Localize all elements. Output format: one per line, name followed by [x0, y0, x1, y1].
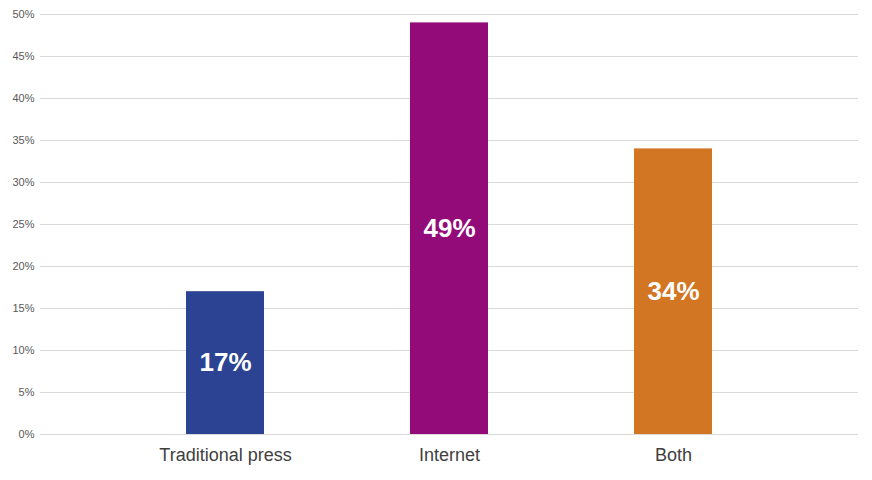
svg-text:Traditional press: Traditional press	[159, 445, 291, 465]
svg-text:35%: 35%	[12, 134, 34, 146]
svg-text:0%: 0%	[19, 428, 35, 440]
svg-text:5%: 5%	[19, 386, 35, 398]
svg-text:40%: 40%	[12, 92, 34, 104]
svg-text:50%: 50%	[12, 8, 34, 20]
svg-text:20%: 20%	[12, 260, 34, 272]
svg-text:34%: 34%	[647, 276, 699, 306]
svg-text:17%: 17%	[199, 347, 251, 377]
svg-text:10%: 10%	[12, 344, 34, 356]
svg-text:15%: 15%	[12, 302, 34, 314]
svg-text:Internet: Internet	[419, 445, 480, 465]
svg-text:45%: 45%	[12, 50, 34, 62]
svg-text:30%: 30%	[12, 176, 34, 188]
svg-text:Both: Both	[655, 445, 692, 465]
svg-text:49%: 49%	[423, 213, 475, 243]
svg-text:25%: 25%	[12, 218, 34, 230]
